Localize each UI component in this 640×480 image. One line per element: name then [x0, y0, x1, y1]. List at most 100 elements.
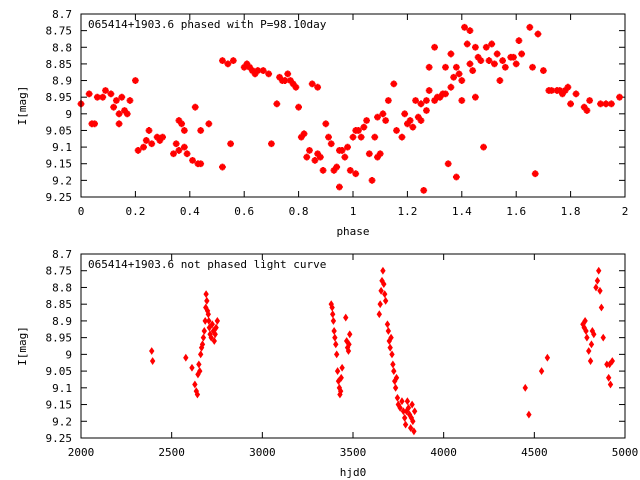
light-curve-plot-data-point: [189, 363, 195, 372]
light-curve-plot-data-point: [538, 367, 545, 375]
light-curve-plot-data-point: [584, 333, 590, 342]
light-curve-plot-data-point: [201, 327, 207, 335]
light-curve-plot-data-point: [381, 280, 387, 289]
light-curve-plot-data-point: [203, 290, 209, 299]
phased-plot-data-point: [365, 150, 373, 158]
phased-plot-data-point: [442, 90, 449, 98]
phased-plot-x-tick-label: 0.4: [180, 205, 200, 218]
phased-plot-data-point: [224, 60, 232, 68]
light-curve-plot-data-point: [378, 286, 384, 295]
phased-plot-x-tick-label: 0.6: [234, 205, 254, 218]
phased-plot-data-point: [292, 83, 300, 91]
light-curve-plot-data-point: [389, 350, 395, 359]
light-curve-plot-data-point: [214, 317, 221, 325]
light-curve-plot-data-point: [208, 333, 214, 342]
phased-plot-data-point: [295, 103, 302, 111]
phased-plot-data-point: [265, 70, 273, 78]
phased-plot-data-point: [561, 87, 569, 94]
phased-plot-data-point: [501, 63, 509, 71]
phased-plot-data-point: [197, 160, 205, 168]
light-curve-plot-y-tick-label: 9: [65, 348, 72, 361]
phased-plot-data-point: [107, 90, 115, 98]
phased-plot-data-point: [325, 133, 332, 141]
light-curve-plot-data-point: [394, 393, 401, 402]
light-curve-plot-data-point: [391, 367, 397, 375]
phased-plot-data-point: [379, 110, 387, 118]
phased-plot-data-point: [145, 127, 153, 134]
phased-plot-data-point: [414, 113, 422, 121]
phased-plot-data-point: [123, 110, 131, 118]
phased-plot-data-point: [572, 90, 580, 98]
phased-plot-data-point: [463, 40, 471, 48]
phased-plot-data-point: [493, 50, 501, 58]
phased-plot-data-point: [488, 40, 496, 48]
phased-plot-y-tick-label: 9.05: [46, 124, 73, 137]
phased-plot-data-point: [311, 157, 319, 164]
phased-plot-data-point: [458, 97, 466, 104]
phased-plot-data-point: [248, 67, 256, 74]
light-curve-plot-data-point: [332, 333, 338, 342]
phased-plot-data-point: [556, 87, 564, 94]
phased-plot-data-point: [251, 70, 259, 78]
phased-plot-data-point: [175, 147, 183, 154]
phased-plot-data-point: [466, 27, 474, 35]
phased-plot-data-point: [469, 67, 477, 74]
phased-plot-data-point: [559, 90, 566, 98]
light-curve-plot-data-point: [333, 340, 339, 349]
phased-plot-data-point: [189, 157, 196, 164]
light-curve-plot-data-point: [149, 347, 155, 355]
phased-plot-data-point: [349, 133, 357, 141]
light-curve-plot-data-point: [409, 400, 415, 409]
light-curve-plot-data-point: [200, 333, 207, 342]
phased-plot-data-point: [338, 147, 346, 154]
phased-plot-data-point: [99, 93, 107, 101]
phased-plot-data-point: [417, 100, 425, 108]
phased-plot-data-point: [175, 117, 183, 124]
phased-plot-y-tick-label: 8.7: [52, 8, 72, 21]
light-curve-plot-data-point: [596, 266, 602, 275]
phased-plot-data-point: [363, 117, 370, 124]
phased-plot-data-point: [132, 77, 139, 84]
light-curve-plot-data-point: [583, 327, 589, 335]
phased-plot-data-point: [121, 107, 128, 114]
light-curve-plot-data-point: [339, 363, 345, 372]
phased-plot-data-point: [455, 70, 463, 78]
light-curve-plot-data-point: [399, 397, 405, 406]
phased-plot-x-tick-label: 0.2: [125, 205, 145, 218]
phased-plot-data-point: [477, 57, 485, 64]
light-curve-plot-x-tick-label: 2000: [68, 446, 95, 459]
phased-plot-data-point: [219, 57, 226, 64]
light-curve-plot-frame: [80, 253, 626, 439]
phased-plot-data-point: [529, 63, 536, 71]
light-curve-plot-data-point: [209, 320, 215, 329]
phased-plot-data-point: [401, 110, 409, 118]
light-curve-plot-panel: 8.7 8.75 8.8 8.85 8.9 8.95 9 9.05 9.1 9.15 9.2 9.25…: [16, 248, 638, 479]
phased-plot-data-point: [284, 70, 292, 78]
phased-plot-data-point: [219, 163, 226, 171]
phased-plot-data-point: [382, 117, 390, 124]
phased-plot-data-point: [205, 120, 213, 128]
phased-plot-data-point: [608, 100, 615, 108]
phased-plot-data-point: [115, 120, 123, 128]
phased-plot-data-point: [450, 73, 458, 81]
phased-plot-data-point: [159, 133, 166, 141]
phased-plot-data-point: [482, 43, 490, 51]
light-curve-plot-data-point: [606, 360, 613, 369]
phased-plot-data-point: [360, 123, 368, 131]
phased-plot-data-point: [134, 147, 142, 154]
phased-plot-data-point: [289, 80, 297, 88]
light-curve-plot-data-point: [407, 424, 414, 432]
phased-plot-data-point: [93, 93, 101, 101]
phased-plot-data-point: [480, 143, 487, 151]
light-curve-plot-x-tick-label: 4500: [521, 446, 548, 459]
phased-plot-data-point: [156, 137, 164, 144]
light-curve-plot-data-point: [330, 317, 337, 325]
light-curve-plot-data-point: [202, 317, 208, 325]
phased-plot-data-point: [425, 63, 433, 71]
phased-plot-data-point: [314, 83, 322, 91]
phased-plot-data-point: [306, 147, 313, 154]
light-curve-plot-data-point: [330, 310, 336, 319]
phased-plot-data-point: [170, 150, 177, 158]
phased-plot-data-point: [341, 153, 349, 161]
light-curve-plot-data-point: [387, 343, 393, 352]
